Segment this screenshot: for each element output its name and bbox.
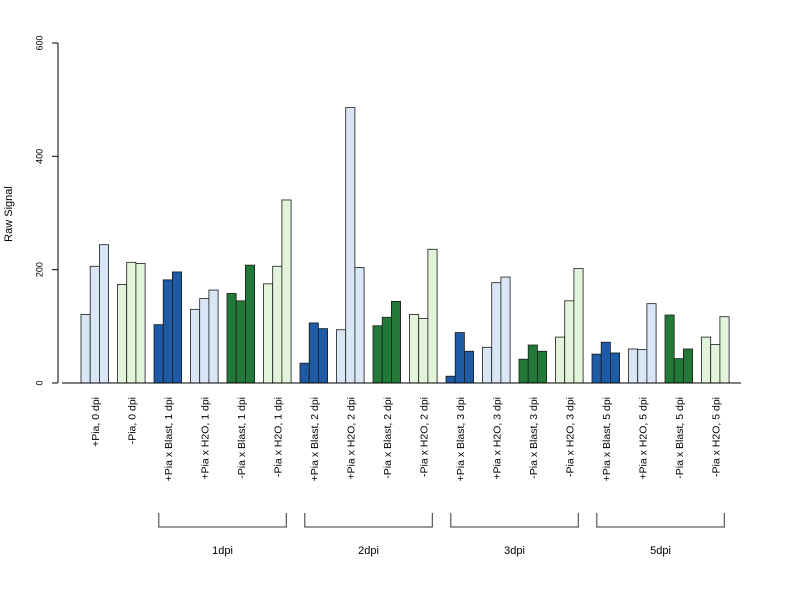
bar	[482, 346, 493, 384]
bar	[281, 199, 292, 384]
bar	[646, 303, 657, 384]
x-tick-label: -Pia x Blast, 2 dpi	[382, 397, 394, 479]
bar	[190, 308, 201, 384]
bar	[600, 341, 611, 384]
bar	[673, 358, 684, 384]
bar	[208, 289, 219, 384]
bracket-label: 2dpi	[358, 545, 379, 557]
bar	[537, 350, 548, 384]
bar	[171, 271, 182, 384]
bar	[244, 264, 255, 384]
x-tick-label: -Pia, 0 dpi	[126, 397, 138, 444]
bar	[235, 300, 246, 384]
y-axis-label: Raw Signal	[3, 186, 15, 242]
bar	[637, 349, 648, 384]
bar	[153, 324, 164, 384]
x-tick-label: +Pia x Blast, 2 dpi	[309, 397, 321, 481]
bar	[345, 107, 356, 384]
bar	[445, 375, 456, 384]
bar	[162, 279, 173, 384]
bars	[80, 107, 730, 384]
dpi-brackets: 1dpi 2dpi 3dpi 5dpi	[158, 513, 725, 557]
x-tick-label: -Pia x H2O, 5 dpi	[710, 397, 722, 477]
bracket-line	[304, 513, 433, 528]
bar	[683, 348, 694, 384]
bar	[454, 332, 465, 384]
bar	[199, 298, 210, 384]
bracket-label: 1dpi	[212, 545, 233, 557]
y-tick-label: 600	[34, 35, 44, 50]
bar	[719, 316, 730, 384]
bar	[491, 282, 502, 384]
bracket-line	[450, 513, 579, 528]
bar	[336, 329, 347, 384]
bar	[390, 300, 401, 384]
bar	[409, 314, 420, 384]
x-tick-labels: +Pia, 0 dpi -Pia, 0 dpi +Pia x Blast, 1 dp…	[90, 397, 722, 481]
bracket-line	[158, 513, 287, 528]
bar	[299, 362, 310, 384]
x-tick-label: -Pia x Blast, 1 dpi	[236, 397, 248, 479]
bar	[135, 263, 146, 384]
bar	[308, 322, 319, 384]
y-axis: 0 200 400 600	[34, 35, 59, 386]
bar	[99, 244, 110, 384]
bar	[272, 265, 283, 384]
x-tick-label: -Pia x H2O, 2 dpi	[418, 397, 430, 477]
bar	[527, 344, 538, 384]
x-tick-label: -Pia x Blast, 3 dpi	[528, 397, 540, 479]
y-tick-label: 0	[34, 380, 44, 385]
x-tick-label: +Pia x H2O, 2 dpi	[345, 397, 357, 480]
x-tick-label: +Pia x Blast, 5 dpi	[601, 397, 613, 481]
x-tick-label: -Pia x H2O, 3 dpi	[564, 397, 576, 477]
x-tick-label: +Pia x H2O, 3 dpi	[491, 397, 503, 480]
y-tick-label: 200	[34, 262, 44, 277]
bar	[573, 268, 584, 384]
x-tick-label: -Pia x Blast, 5 dpi	[674, 397, 686, 479]
bar	[564, 300, 575, 384]
bar	[500, 276, 511, 384]
bar	[263, 283, 274, 384]
bar	[354, 266, 365, 384]
bracket-line	[596, 513, 725, 528]
bar	[418, 317, 429, 384]
bar	[226, 293, 237, 384]
bar	[555, 336, 566, 384]
bar	[317, 328, 328, 384]
bar	[126, 261, 137, 384]
bar	[117, 283, 128, 384]
bar	[80, 314, 91, 384]
x-tick-label: -Pia x H2O, 1 dpi	[272, 397, 284, 477]
x-tick-label: +Pia x H2O, 5 dpi	[637, 397, 649, 480]
bar	[518, 358, 529, 384]
bar	[372, 325, 383, 384]
bar	[427, 248, 438, 384]
bar	[628, 348, 639, 384]
bar	[381, 316, 392, 384]
bar	[701, 336, 712, 384]
x-tick-label: +Pia x H2O, 1 dpi	[199, 397, 211, 480]
bar	[664, 314, 675, 384]
bracket-label: 5dpi	[650, 545, 671, 557]
bar	[591, 353, 602, 384]
bar	[710, 344, 721, 384]
x-tick-label: +Pia, 0 dpi	[90, 397, 102, 447]
bar	[463, 350, 474, 384]
bar	[610, 352, 621, 384]
x-tick-label: +Pia x Blast, 1 dpi	[163, 397, 175, 481]
bar	[89, 265, 100, 384]
x-tick-label: +Pia x Blast, 3 dpi	[455, 397, 467, 481]
y-tick-label: 400	[34, 149, 44, 164]
bracket-label: 3dpi	[504, 545, 525, 557]
